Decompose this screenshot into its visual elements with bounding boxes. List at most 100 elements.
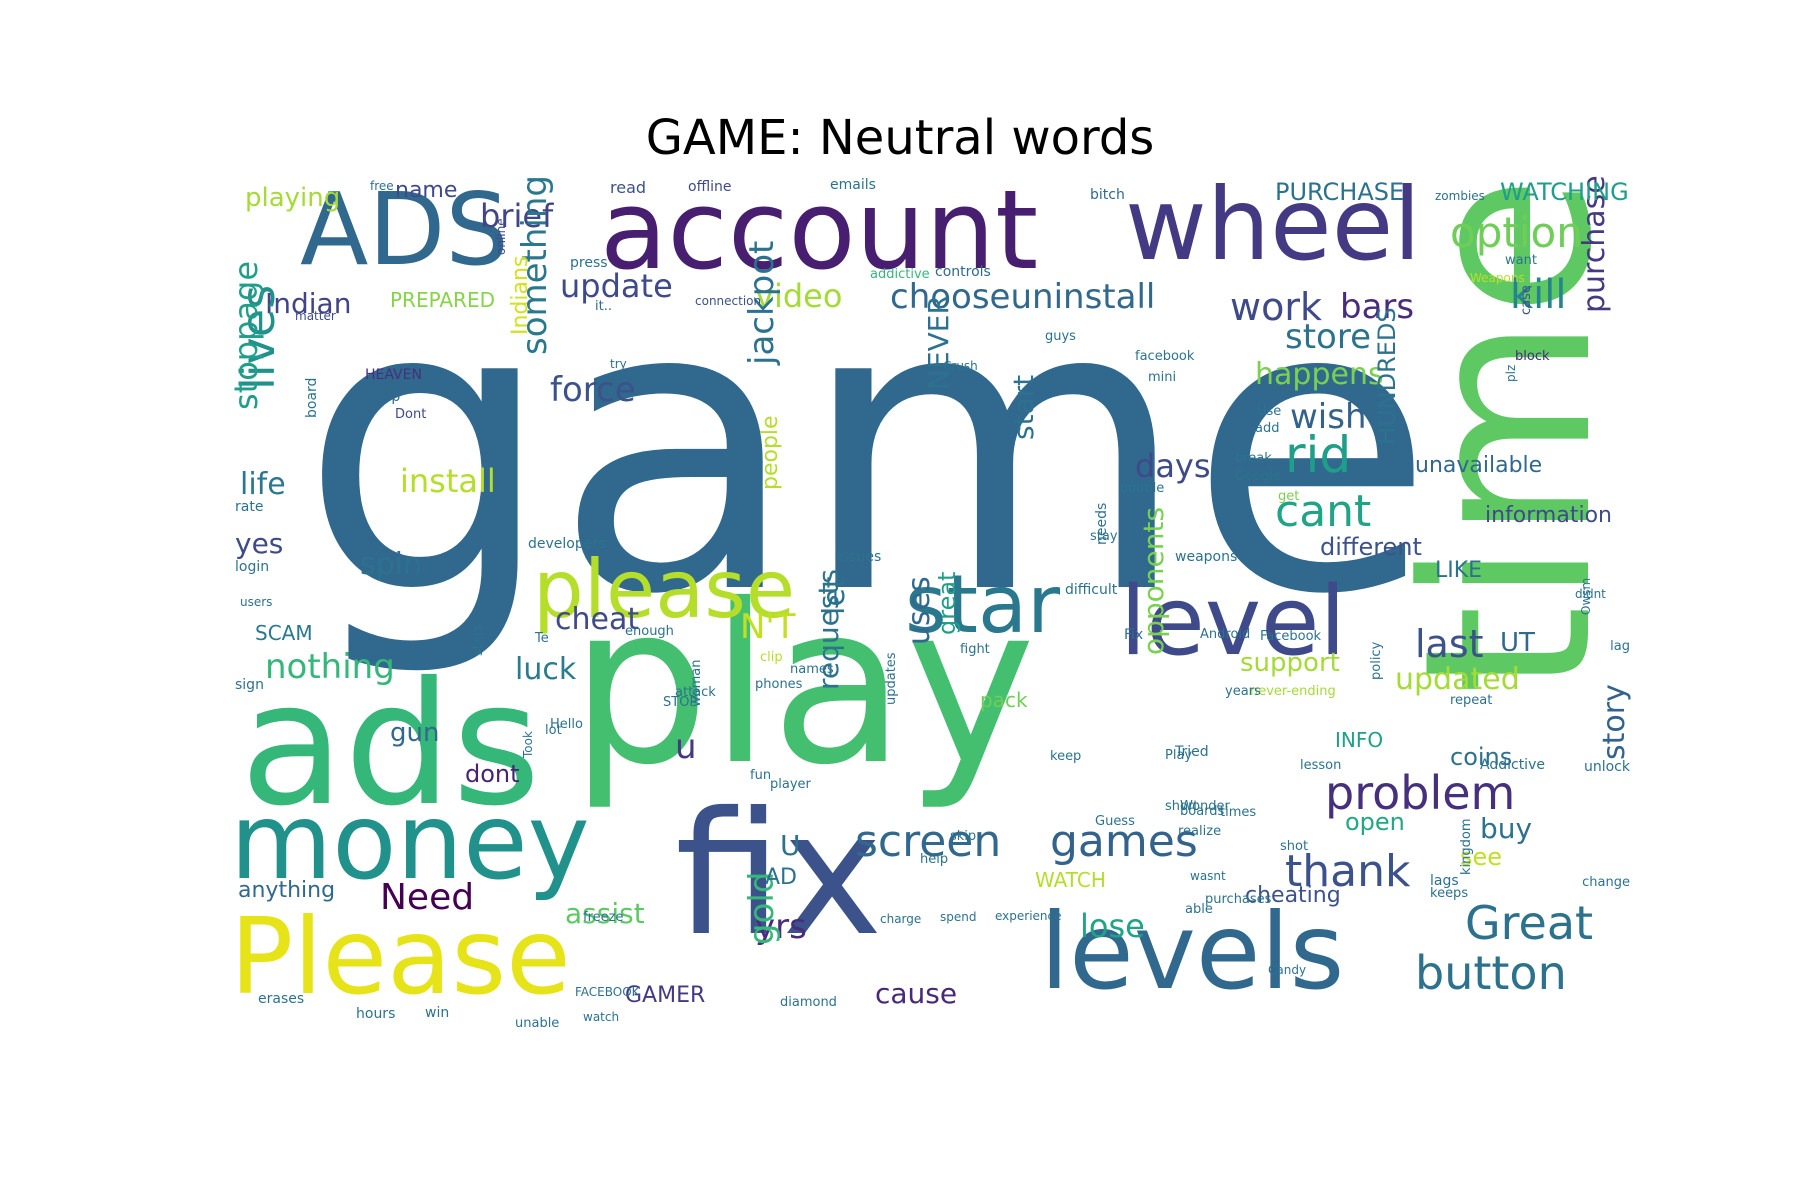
figure-title: GAME: Neutral words bbox=[645, 110, 1155, 166]
word-129: rate bbox=[235, 499, 264, 515]
word-183: charge bbox=[880, 912, 922, 926]
word-165: Addictive bbox=[1480, 757, 1545, 773]
word-34: name bbox=[395, 178, 458, 203]
word-95: Indians bbox=[508, 255, 533, 335]
word-73: UT bbox=[1500, 628, 1535, 658]
word-128: board bbox=[304, 377, 320, 418]
word-54: u bbox=[675, 727, 697, 767]
word-158: updates bbox=[884, 652, 899, 705]
word-23: bars bbox=[1340, 287, 1415, 327]
word-26: wish bbox=[1290, 397, 1367, 437]
word-25: happens bbox=[1255, 357, 1384, 392]
word-109: it.. bbox=[595, 299, 612, 314]
word-145: fight bbox=[960, 642, 990, 657]
word-19: thank bbox=[1285, 846, 1411, 897]
word-15: Great bbox=[1465, 896, 1594, 950]
word-175: realize bbox=[1178, 824, 1222, 839]
word-144: stay bbox=[1090, 529, 1118, 544]
word-12: please bbox=[533, 543, 796, 636]
word-172: skip bbox=[950, 829, 977, 844]
word-186: change bbox=[1582, 875, 1630, 890]
word-189: spend bbox=[940, 910, 977, 924]
word-176: short bbox=[1165, 799, 1199, 814]
word-181: lags bbox=[1430, 873, 1459, 889]
word-59: yrs bbox=[755, 907, 807, 947]
word-120: case bbox=[1519, 285, 1534, 315]
word-126: get bbox=[1278, 489, 1300, 504]
word-187: kingdom bbox=[1459, 818, 1474, 875]
word-155: STOP bbox=[663, 695, 698, 710]
word-140: didnt bbox=[1575, 587, 1606, 601]
word-21: kill bbox=[1510, 272, 1567, 318]
word-196: hours bbox=[356, 1006, 396, 1022]
word-88: let bbox=[817, 576, 852, 615]
word-117: mini bbox=[1148, 370, 1177, 385]
word-18: screen bbox=[855, 816, 1002, 867]
word-66: see bbox=[1460, 843, 1503, 871]
word-97: stop bbox=[370, 389, 401, 405]
word-130: login bbox=[235, 559, 270, 575]
word-6: fix bbox=[675, 776, 883, 974]
word-154: Hello bbox=[550, 717, 583, 732]
word-162: Tried bbox=[1175, 744, 1209, 760]
word-136: Fix bbox=[1124, 627, 1144, 643]
word-184: able bbox=[1185, 902, 1213, 917]
word-190: experience bbox=[995, 909, 1062, 923]
word-8: money bbox=[230, 781, 590, 903]
word-74: updated bbox=[1395, 662, 1520, 697]
word-131: developers bbox=[528, 536, 606, 552]
word-69: story bbox=[1597, 684, 1632, 760]
word-29: days bbox=[1135, 447, 1211, 485]
word-134: difficult bbox=[1065, 582, 1118, 598]
word-135: weapons bbox=[1175, 549, 1238, 565]
word-198: watch bbox=[583, 1010, 620, 1024]
word-170: Wonder bbox=[1180, 799, 1230, 814]
word-13: star bbox=[905, 558, 1060, 651]
word-188: Candy bbox=[1268, 963, 1307, 977]
word-47: cheat bbox=[555, 602, 640, 637]
word-65: cheating bbox=[1245, 883, 1341, 908]
word-96: HEAVEN bbox=[365, 367, 422, 383]
word-70: coins bbox=[1450, 743, 1513, 771]
word-79: HUNDREDS bbox=[1373, 307, 1401, 445]
word-157: woman bbox=[689, 659, 704, 707]
word-38: PREPARED bbox=[390, 288, 495, 312]
word-46: spin bbox=[360, 547, 423, 582]
word-16: button bbox=[1415, 946, 1567, 1000]
word-52: gun bbox=[390, 718, 440, 748]
word-77: information bbox=[1485, 503, 1612, 528]
word-71: INFO bbox=[1335, 728, 1384, 752]
word-17: games bbox=[1050, 816, 1198, 867]
word-55: U bbox=[780, 829, 801, 862]
word-177: times bbox=[1220, 805, 1257, 820]
word-33: brief bbox=[480, 197, 554, 235]
word-35: playing bbox=[245, 183, 341, 213]
word-10: levels bbox=[1040, 891, 1345, 1013]
word-152: sign bbox=[235, 677, 264, 693]
word-195: diamond bbox=[780, 995, 837, 1010]
word-103: zombies bbox=[1435, 189, 1485, 203]
word-147: lag bbox=[1610, 639, 1630, 654]
word-61: AD bbox=[765, 865, 797, 890]
word-113: matter bbox=[295, 309, 336, 323]
word-137: Android bbox=[1200, 627, 1251, 642]
word-132: issues bbox=[838, 549, 882, 565]
word-85: uses bbox=[902, 576, 937, 645]
word-161: repeat bbox=[1450, 693, 1493, 708]
word-93: WATCHING bbox=[1500, 178, 1629, 206]
word-83: progress bbox=[837, 409, 870, 530]
word-9: Please bbox=[230, 896, 571, 1018]
word-115: guys bbox=[1045, 329, 1076, 344]
word-14: problem bbox=[1325, 766, 1516, 820]
word-101: emails bbox=[830, 177, 876, 193]
word-62: cause bbox=[875, 977, 958, 1010]
word-48: nothing bbox=[265, 647, 395, 687]
word-119: block bbox=[1515, 349, 1550, 364]
word-194: erases bbox=[258, 991, 305, 1007]
word-116: facebook bbox=[1135, 349, 1195, 364]
word-108: connection bbox=[695, 294, 762, 308]
word-22: work bbox=[1230, 285, 1322, 329]
word-150: phones bbox=[755, 677, 803, 692]
word-193: unable bbox=[515, 1016, 560, 1031]
word-30: chooseuninstall bbox=[890, 277, 1156, 317]
